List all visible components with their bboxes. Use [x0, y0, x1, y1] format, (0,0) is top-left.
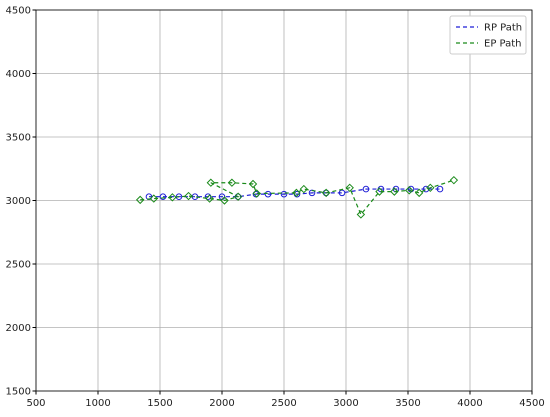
point	[414, 188, 424, 198]
point	[299, 184, 309, 194]
point	[264, 190, 272, 198]
legend-label: EP Path	[484, 39, 522, 50]
point	[356, 210, 366, 219]
point	[248, 179, 258, 189]
x-tick-label: 3500	[395, 398, 420, 409]
point	[426, 183, 435, 193]
point	[206, 178, 216, 187]
point	[205, 194, 214, 203]
x-tick-label: 1500	[147, 398, 172, 409]
point	[227, 178, 237, 187]
point	[345, 183, 354, 193]
legend-box	[449, 15, 527, 55]
x-tick-label: 4500	[519, 398, 544, 409]
y-tick-label: 3500	[6, 133, 31, 144]
x-tick-label: 1000	[85, 398, 110, 409]
series-line	[140, 179, 455, 216]
point	[405, 186, 414, 195]
point	[436, 185, 444, 193]
y-tick-label: 4000	[6, 69, 31, 80]
point	[168, 193, 177, 202]
x-tick-label: 2000	[209, 398, 234, 409]
point	[159, 193, 167, 200]
point	[233, 192, 243, 201]
y-tick-label: 4500	[6, 6, 31, 17]
point	[252, 189, 261, 198]
plot-frame	[35, 9, 533, 392]
x-tick-label: 4000	[457, 398, 482, 409]
point	[362, 185, 370, 193]
point	[321, 188, 331, 198]
point	[149, 194, 159, 203]
x-tick-label: 500	[26, 398, 45, 409]
y-tick-label: 3000	[6, 196, 31, 207]
point	[292, 188, 301, 198]
point	[338, 189, 346, 197]
point	[375, 187, 384, 196]
x-tick-label: 3000	[333, 398, 358, 409]
point	[184, 191, 193, 201]
point	[390, 187, 399, 196]
y-tick-label: 1500	[6, 387, 31, 398]
legend-label: RP Path	[484, 23, 522, 34]
point	[449, 175, 459, 185]
point	[135, 195, 145, 205]
x-tick-label: 2500	[271, 398, 296, 409]
point	[220, 196, 229, 205]
point	[280, 190, 288, 198]
y-tick-label: 2000	[6, 323, 31, 334]
y-tick-label: 2500	[6, 260, 31, 271]
